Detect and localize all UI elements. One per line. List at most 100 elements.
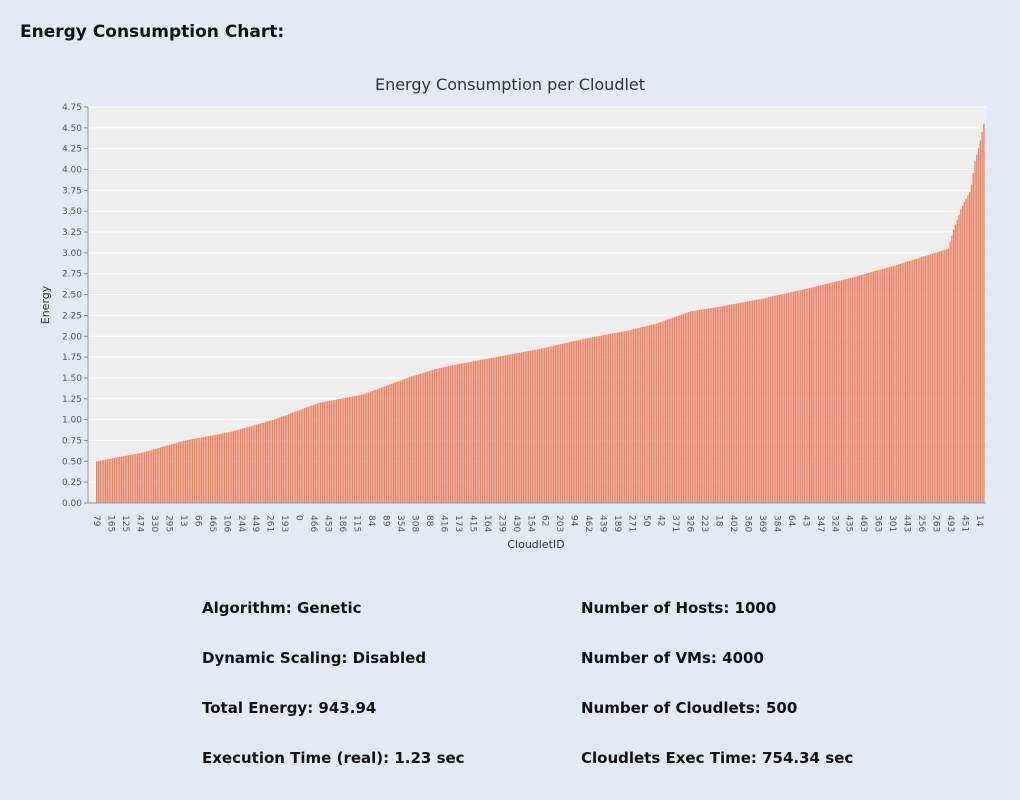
bar bbox=[803, 289, 806, 503]
bar bbox=[951, 235, 953, 503]
x-tick-label: 165 bbox=[105, 515, 115, 532]
bar bbox=[312, 404, 315, 503]
bar bbox=[583, 338, 585, 503]
y-tick-label: 2.75 bbox=[62, 270, 82, 280]
bars-group bbox=[96, 123, 985, 504]
bar bbox=[490, 357, 493, 503]
bar bbox=[629, 330, 631, 503]
bar bbox=[705, 308, 708, 503]
bar bbox=[792, 291, 795, 503]
bar bbox=[227, 432, 229, 503]
bar bbox=[581, 339, 583, 503]
bar bbox=[385, 385, 388, 503]
bar bbox=[892, 265, 894, 503]
bar bbox=[903, 262, 905, 503]
bar bbox=[771, 296, 774, 503]
bar bbox=[430, 370, 432, 503]
bar bbox=[846, 278, 848, 503]
bar bbox=[211, 435, 213, 503]
y-tick-label: 2.50 bbox=[62, 291, 82, 301]
bar bbox=[304, 408, 306, 503]
bar bbox=[202, 437, 205, 503]
bar bbox=[248, 426, 251, 503]
bar bbox=[620, 331, 622, 503]
bar bbox=[378, 388, 381, 503]
bar bbox=[632, 329, 635, 503]
y-tick-label: 3.50 bbox=[62, 207, 82, 217]
bar bbox=[451, 365, 454, 503]
bar bbox=[346, 397, 349, 503]
bar bbox=[421, 373, 423, 503]
bar bbox=[935, 252, 937, 503]
x-tick-label: 493 bbox=[945, 515, 955, 532]
bar bbox=[684, 313, 686, 503]
bar bbox=[158, 447, 160, 503]
bar bbox=[711, 308, 713, 503]
bar bbox=[128, 455, 130, 503]
bar bbox=[167, 445, 169, 503]
bar bbox=[670, 318, 672, 503]
bar bbox=[256, 424, 258, 503]
bar bbox=[890, 266, 893, 503]
bar bbox=[200, 437, 203, 503]
bar bbox=[458, 363, 461, 503]
bar bbox=[503, 355, 505, 503]
bar bbox=[798, 290, 800, 503]
bar bbox=[103, 459, 105, 503]
bar bbox=[576, 340, 578, 503]
bar bbox=[275, 418, 277, 503]
bar bbox=[933, 253, 935, 503]
bar bbox=[115, 457, 117, 503]
bar bbox=[872, 271, 875, 503]
bar bbox=[316, 403, 318, 503]
bar bbox=[926, 255, 928, 503]
bar bbox=[277, 418, 279, 503]
bar bbox=[483, 359, 486, 503]
bar bbox=[122, 456, 125, 503]
bar bbox=[531, 350, 534, 503]
bar bbox=[752, 300, 754, 503]
bar bbox=[400, 380, 402, 503]
bar bbox=[728, 304, 731, 503]
bar bbox=[974, 161, 976, 503]
bar bbox=[947, 248, 950, 503]
bar bbox=[440, 367, 443, 503]
bar bbox=[149, 450, 151, 503]
bar bbox=[657, 322, 660, 503]
bar bbox=[387, 385, 390, 503]
bar bbox=[487, 358, 489, 503]
bar bbox=[179, 441, 181, 503]
bar bbox=[636, 328, 638, 503]
bar bbox=[796, 290, 798, 503]
bar bbox=[563, 343, 566, 503]
bar bbox=[209, 435, 212, 503]
bar bbox=[867, 272, 870, 503]
y-tick-label: 3.00 bbox=[62, 249, 82, 259]
bar bbox=[504, 355, 507, 503]
bar bbox=[208, 436, 210, 503]
bar bbox=[736, 303, 738, 503]
x-tick-label: 42 bbox=[656, 515, 666, 526]
x-tick-label: 466 bbox=[308, 515, 318, 532]
bar bbox=[439, 368, 441, 503]
bar bbox=[702, 309, 704, 503]
bar bbox=[768, 297, 770, 503]
bar bbox=[485, 358, 487, 503]
bar bbox=[714, 307, 717, 503]
bar bbox=[238, 429, 240, 503]
bar bbox=[448, 366, 450, 503]
bar bbox=[924, 255, 926, 503]
bar bbox=[229, 432, 231, 503]
bar bbox=[720, 306, 722, 503]
hosts-count-label: Number of Hosts: 1000 bbox=[581, 599, 777, 617]
bar bbox=[663, 320, 665, 503]
bar bbox=[616, 332, 619, 503]
bar bbox=[682, 313, 685, 503]
bar bbox=[737, 303, 740, 503]
x-tick-label: 94 bbox=[569, 515, 579, 527]
x-tick-label: 430 bbox=[511, 515, 521, 532]
bar bbox=[942, 250, 944, 503]
bar bbox=[305, 407, 308, 503]
x-tick-label: 301 bbox=[887, 515, 897, 532]
bar bbox=[323, 401, 325, 503]
